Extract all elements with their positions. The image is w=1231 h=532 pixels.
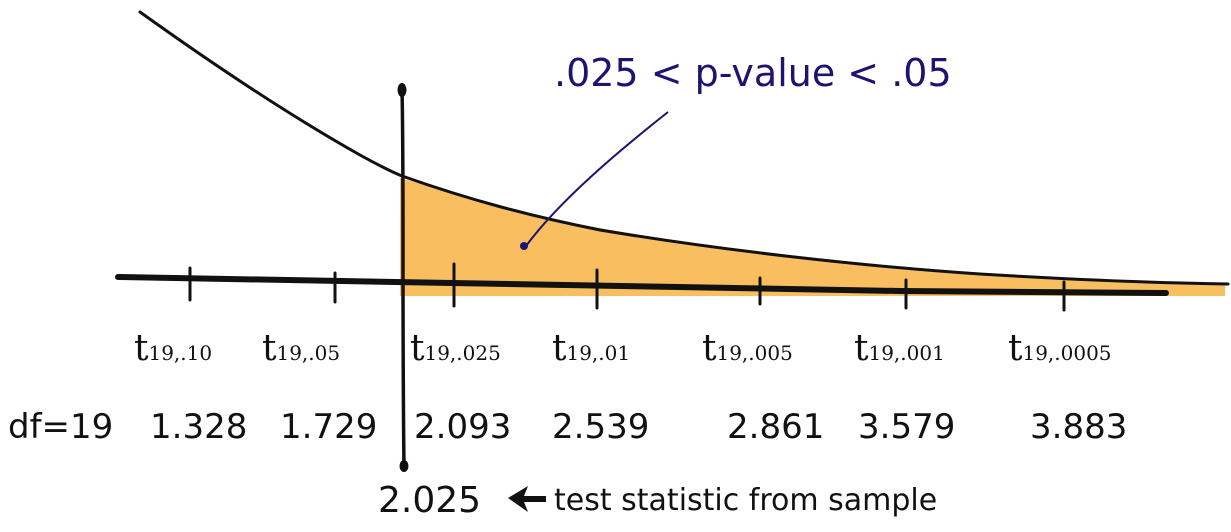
value-t-025: 2.093	[414, 407, 511, 447]
label-t-025: t19,.025	[410, 328, 501, 369]
value-t-01: 2.539	[552, 407, 649, 447]
value-t-005: 2.861	[727, 407, 824, 447]
x-axis	[115, 274, 1169, 296]
annotation-pointer-dot	[520, 242, 528, 250]
value-t-10: 1.328	[150, 407, 247, 447]
annotation-pointer	[525, 111, 669, 247]
test-statistic-line-bottom	[399, 460, 409, 472]
critical-value-labels: t19,.10 t19,.05 t19,.025 t19,.01 t19,.00…	[134, 328, 1112, 369]
label-t-001: t19,.001	[854, 328, 945, 369]
left-arrow-icon	[508, 486, 546, 512]
value-t-0005: 3.883	[1030, 407, 1127, 447]
test-statistic-value: 2.025	[378, 480, 481, 521]
label-t-05: t19,.05	[262, 328, 340, 369]
label-t-0005: t19,.0005	[1008, 328, 1112, 369]
p-value-annotation: .025 < p-value < .05	[554, 51, 952, 95]
test-statistic-caption: test statistic from sample	[554, 483, 937, 518]
label-t-01: t19,.01	[552, 328, 630, 369]
df-label: df=19	[8, 407, 113, 447]
density-curve	[138, 10, 1230, 286]
test-statistic-line	[400, 86, 406, 470]
label-t-005: t19,.005	[702, 328, 793, 369]
test-statistic-line-top	[397, 83, 407, 97]
p-value-shaded-area	[400, 178, 1225, 296]
critical-values-row: 1.328 1.729 2.093 2.539 2.861 3.579 3.88…	[150, 407, 1127, 447]
label-t-10: t19,.10	[134, 328, 212, 369]
value-t-001: 3.579	[858, 407, 955, 447]
value-t-05: 1.729	[280, 407, 377, 447]
axis-ticks	[188, 262, 1066, 312]
